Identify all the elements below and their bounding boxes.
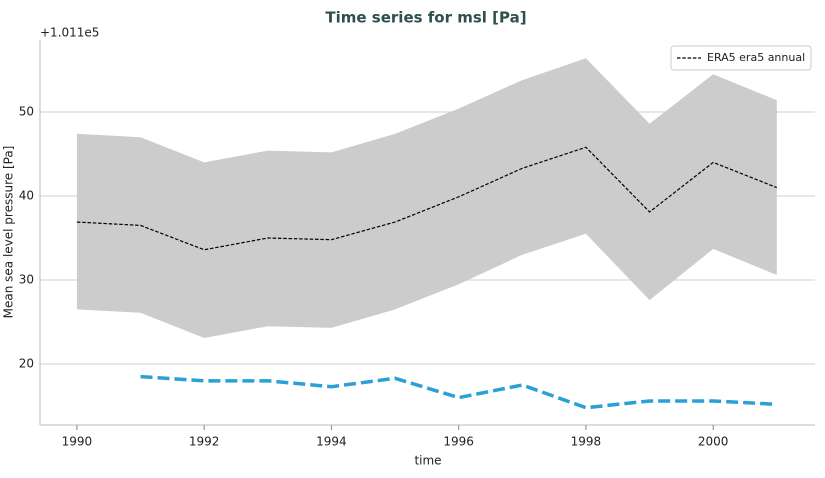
y-tick-label: 50 <box>19 104 34 118</box>
x-tick-label: 1990 <box>62 435 93 449</box>
chart-title: Time series for msl [Pa] <box>325 9 526 27</box>
series-line <box>140 374 777 410</box>
x-tick-label: 1996 <box>443 435 474 449</box>
x-axis-label: time <box>414 454 441 468</box>
y-axis-label: Mean sea level pressure [Pa] <box>2 146 16 319</box>
x-tick-label: 1994 <box>316 435 347 449</box>
x-tick-label: 1998 <box>571 435 602 449</box>
series-line <box>76 146 778 251</box>
legend-box <box>670 45 812 71</box>
y-tick-label: 30 <box>19 273 34 287</box>
x-tick-label: 2000 <box>698 435 729 449</box>
y-offset-label: +1.011e5 <box>40 26 99 40</box>
legend-label: ERA5 era5 annual <box>707 51 805 64</box>
y-tick-label: 40 <box>19 188 34 202</box>
legend: ERA5 era5 annual <box>670 45 812 71</box>
x-tick-label: 1992 <box>189 435 220 449</box>
y-tick-label: 20 <box>19 357 34 371</box>
uncertainty-band <box>76 58 777 338</box>
